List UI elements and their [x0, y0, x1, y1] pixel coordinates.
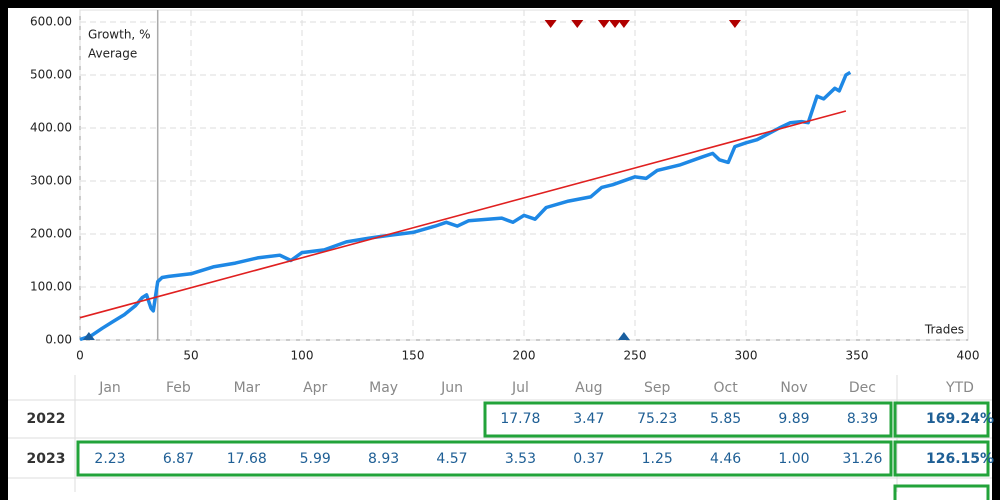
column-header: YTD [945, 380, 974, 396]
month-value: 9.89 [778, 411, 809, 427]
ytd-value: 169.24% [926, 411, 994, 427]
column-header: Jul [511, 380, 529, 396]
month-value: 6.87 [163, 451, 194, 467]
y-tick-label: 600.00 [30, 15, 72, 29]
x-tick-label: 200 [513, 349, 536, 363]
trade-marker [728, 20, 741, 28]
ytd-value: 126.15% [926, 451, 994, 467]
month-value: 3.47 [573, 411, 604, 427]
y-tick-label: 500.00 [30, 68, 72, 82]
x-tick-label: 400 [957, 349, 980, 363]
month-value: 1.25 [642, 451, 673, 467]
legend-label: Growth, % [88, 28, 150, 42]
series-line [79, 70, 852, 342]
trade-marker [597, 20, 610, 28]
row-year: 2022 [27, 411, 66, 427]
x-tick-label: 0 [76, 349, 84, 363]
column-header: Mar [234, 380, 261, 396]
y-tick-label: 200.00 [30, 227, 72, 241]
x-tick-label: 50 [183, 349, 198, 363]
highlight-box [893, 440, 990, 477]
month-value: 3.53 [505, 451, 536, 467]
x-tick-label: 300 [735, 349, 758, 363]
month-value: 8.39 [847, 411, 878, 427]
highlight-box [76, 440, 893, 477]
trade-marker [82, 332, 95, 340]
month-value: 1.00 [778, 451, 809, 467]
highlight-box [893, 484, 990, 500]
panel [8, 8, 992, 500]
trade-marker [571, 20, 584, 28]
trade-marker [544, 20, 557, 28]
month-value: 17.68 [227, 451, 267, 467]
trade-marker [617, 332, 630, 340]
column-header: May [369, 380, 398, 396]
column-header: Oct [713, 380, 738, 396]
month-value: 4.57 [436, 451, 467, 467]
month-value: 0.37 [573, 451, 604, 467]
x-axis-label: Trades [924, 323, 964, 337]
x-tick-label: 100 [291, 349, 314, 363]
month-value: 4.46 [710, 451, 741, 467]
legend-label: Average [88, 47, 137, 61]
column-header: Nov [780, 380, 807, 396]
highlight-box [893, 401, 990, 438]
series-line [79, 110, 847, 319]
column-header: Sep [644, 380, 671, 396]
x-tick-label: 350 [846, 349, 869, 363]
column-header: Aug [575, 380, 602, 396]
month-value: 17.78 [500, 411, 540, 427]
trade-marker [609, 20, 622, 28]
y-tick-label: 400.00 [30, 121, 72, 135]
column-header: Feb [166, 380, 191, 396]
column-header: Jan [98, 380, 121, 396]
y-tick-label: 300.00 [30, 174, 72, 188]
trade-marker [617, 20, 630, 28]
column-header: Dec [849, 380, 876, 396]
month-value: 31.26 [842, 451, 882, 467]
month-value: 75.23 [637, 411, 677, 427]
y-tick-label: 100.00 [30, 280, 72, 294]
month-value: 5.85 [710, 411, 741, 427]
column-header: Jun [440, 380, 463, 396]
x-tick-label: 150 [402, 349, 425, 363]
y-tick-label: 0.00 [45, 333, 72, 347]
x-tick-label: 250 [624, 349, 647, 363]
month-value: 5.99 [300, 451, 331, 467]
month-value: 8.93 [368, 451, 399, 467]
highlight-box [483, 401, 893, 438]
column-header: Apr [303, 380, 327, 396]
month-value: 2.23 [94, 451, 125, 467]
row-year: 2023 [27, 451, 66, 467]
